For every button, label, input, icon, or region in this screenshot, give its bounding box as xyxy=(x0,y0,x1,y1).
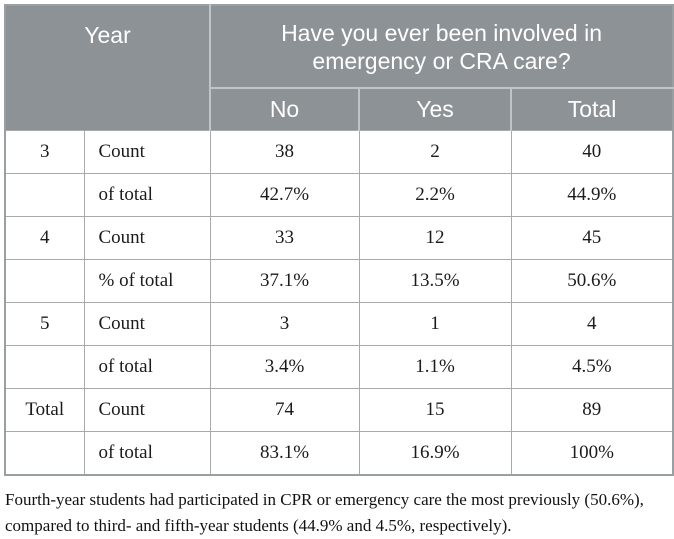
cell-label: of total xyxy=(83,173,211,217)
cell-no: 37.1% xyxy=(209,259,360,303)
cell-total: 50.6% xyxy=(510,259,674,303)
cell-total: 40 xyxy=(510,130,674,174)
cell-yes: 1 xyxy=(358,302,512,346)
header-year: Year xyxy=(5,5,212,131)
cell-no: 3 xyxy=(209,302,360,346)
cell-label: Count xyxy=(83,302,211,346)
cell-total: 89 xyxy=(510,388,674,432)
table-row: 4 Count 33 12 45 xyxy=(4,216,674,260)
cell-label: of total xyxy=(83,431,211,476)
cell-year xyxy=(4,173,85,217)
cell-yes: 15 xyxy=(358,388,512,432)
cell-yes: 1.1% xyxy=(358,345,512,389)
cell-no: 38 xyxy=(209,130,360,174)
cell-no: 74 xyxy=(209,388,360,432)
cell-label: of total xyxy=(83,345,211,389)
cell-yes: 2 xyxy=(358,130,512,174)
table-row: Total Count 74 15 89 xyxy=(4,388,674,432)
cell-label: Count xyxy=(83,388,211,432)
crosstab-table: Year Have you ever been involved in emer… xyxy=(4,4,674,476)
cell-no: 42.7% xyxy=(209,173,360,217)
table-row: of total 3.4% 1.1% 4.5% xyxy=(4,345,674,389)
cell-no: 33 xyxy=(209,216,360,260)
cell-yes: 12 xyxy=(358,216,512,260)
col-header-yes: Yes xyxy=(358,88,512,131)
table-header: Year Have you ever been involved in emer… xyxy=(5,5,674,131)
cell-year xyxy=(4,431,85,476)
cell-no: 83.1% xyxy=(209,431,360,476)
cell-year: 3 xyxy=(4,130,85,174)
col-header-total: Total xyxy=(510,88,674,131)
cell-total: 4 xyxy=(510,302,674,346)
cell-year: 5 xyxy=(4,302,85,346)
header-question-text: Have you ever been involved in emergency… xyxy=(281,20,602,75)
cell-year xyxy=(4,345,85,389)
header-question: Have you ever been involved in emergency… xyxy=(210,5,674,89)
table-body: 3 Count 38 2 40 of total 42.7% 2.2% 44.9… xyxy=(4,130,674,476)
table-row: of total 42.7% 2.2% 44.9% xyxy=(4,173,674,217)
table-row: % of total 37.1% 13.5% 50.6% xyxy=(4,259,674,303)
table-row: of total 83.1% 16.9% 100% xyxy=(4,431,674,476)
cell-label: % of total xyxy=(83,259,211,303)
table-figure: Year Have you ever been involved in emer… xyxy=(4,4,674,535)
cell-yes: 16.9% xyxy=(358,431,512,476)
cell-no: 3.4% xyxy=(209,345,360,389)
table-row: 5 Count 3 1 4 xyxy=(4,302,674,346)
col-header-no: No xyxy=(210,88,360,131)
cell-label: Count xyxy=(83,216,211,260)
table-row: 3 Count 38 2 40 xyxy=(4,130,674,174)
cell-total: 100% xyxy=(510,431,674,476)
cell-year xyxy=(4,259,85,303)
table-caption: Fourth-year students had participated in… xyxy=(5,490,644,535)
cell-total: 45 xyxy=(510,216,674,260)
cell-total: 4.5% xyxy=(510,345,674,389)
cell-yes: 2.2% xyxy=(358,173,512,217)
cell-yes: 13.5% xyxy=(358,259,512,303)
cell-year: Total xyxy=(4,388,85,432)
cell-label: Count xyxy=(83,130,211,174)
cell-total: 44.9% xyxy=(510,173,674,217)
cell-year: 4 xyxy=(4,216,85,260)
